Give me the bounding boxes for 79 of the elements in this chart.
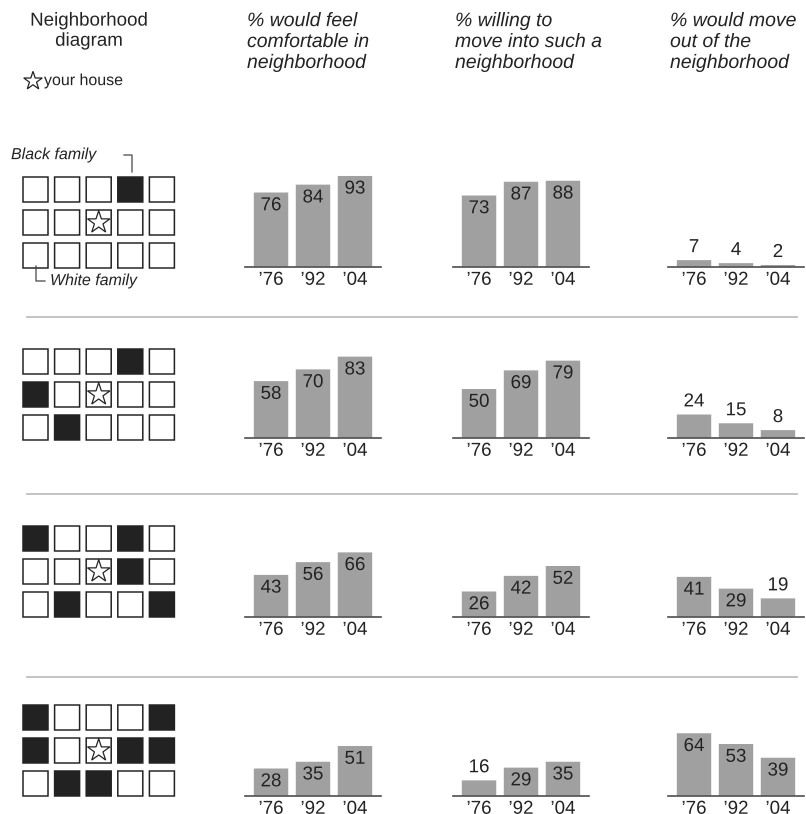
x-tick-label: ’92	[510, 622, 533, 635]
data-label: 70	[304, 374, 323, 388]
data-label: 19	[768, 577, 788, 591]
data-label: 66	[346, 556, 365, 570]
data-label: 76	[262, 197, 281, 210]
x-tick-label: ’92	[302, 800, 325, 814]
x-tick-label: ’92	[302, 272, 325, 285]
data-label: 35	[303, 766, 323, 780]
data-label: 52	[553, 570, 572, 584]
x-tick-label: ’04	[766, 800, 790, 814]
data-label: 16	[470, 759, 489, 772]
data-label: 7	[690, 239, 698, 252]
data-label: 50	[469, 394, 489, 407]
data-label: 93	[345, 180, 365, 194]
x-tick-label: ’92	[724, 800, 748, 814]
x-tick-label: ’76	[682, 272, 706, 285]
data-label: 64	[684, 738, 704, 752]
x-tick-label: ’76	[260, 800, 283, 814]
data-label: 42	[511, 580, 530, 594]
data-label: 87	[511, 186, 530, 200]
chart-title: % would feel comfortable in neighborhood	[247, 12, 368, 72]
data-label: 35	[553, 766, 573, 780]
x-tick-label: ’04	[552, 272, 575, 285]
x-tick-label: ’76	[468, 272, 491, 285]
x-tick-label: ’04	[344, 622, 367, 635]
data-label: 26	[470, 596, 489, 610]
x-tick-label: ’76	[260, 622, 283, 635]
data-label: 29	[726, 593, 746, 607]
data-label: 83	[345, 361, 365, 375]
x-tick-label: ’04	[766, 442, 790, 456]
x-tick-label: ’04	[344, 442, 367, 456]
data-label: 43	[261, 580, 281, 593]
data-label: 29	[512, 772, 531, 786]
x-tick-label: ’92	[724, 272, 748, 285]
x-tick-label: ’92	[302, 442, 325, 456]
data-label: 24	[684, 393, 704, 406]
data-label: 56	[303, 566, 323, 580]
x-tick-label: ’92	[510, 442, 533, 456]
data-label: 15	[727, 402, 746, 416]
x-tick-label: ’04	[552, 622, 575, 635]
data-label: 73	[470, 200, 489, 214]
data-label: 58	[261, 386, 281, 400]
x-tick-label: ’04	[766, 272, 790, 285]
data-label: 51	[345, 750, 364, 764]
data-label: 39	[768, 762, 788, 776]
data-label: 8	[774, 409, 782, 422]
x-tick-label: ’92	[724, 442, 748, 456]
x-tick-label: ’76	[682, 800, 706, 814]
x-tick-label: ’92	[302, 622, 325, 635]
x-tick-label: ’76	[682, 442, 706, 456]
x-tick-label: ’04	[552, 800, 575, 814]
chart-title: % would move out of the neighborhood	[670, 12, 796, 72]
x-tick-label: ’92	[510, 272, 533, 285]
x-tick-label: ’04	[552, 442, 575, 456]
text: your house	[44, 74, 122, 88]
x-tick-label: ’76	[260, 442, 283, 456]
data-label: 88	[553, 185, 573, 199]
x-tick-label: ’92	[510, 800, 533, 814]
data-label: 69	[512, 375, 531, 388]
data-label: 41	[684, 582, 704, 595]
text: Neighborhood diagram	[32, 12, 147, 50]
data-label: 84	[303, 189, 323, 203]
x-tick-label: ’76	[260, 272, 283, 285]
x-tick-label: ’76	[468, 442, 491, 456]
data-label: 4	[731, 242, 741, 256]
text: Black family	[11, 148, 98, 162]
x-tick-label: ’76	[468, 622, 491, 635]
chart-title: % willing to move into such a neighborhood	[455, 12, 602, 72]
x-tick-label: ’04	[344, 800, 367, 814]
x-tick-label: ’92	[724, 622, 748, 635]
x-tick-label: ’04	[344, 272, 367, 285]
x-tick-label: ’04	[766, 622, 790, 635]
x-tick-label: ’76	[682, 622, 706, 635]
text: White family	[51, 274, 138, 288]
data-label: 28	[262, 773, 281, 786]
x-tick-label: ’76	[468, 800, 491, 814]
data-label: 2	[774, 244, 782, 257]
data-label: 53	[726, 748, 746, 762]
data-label: 79	[554, 365, 573, 379]
